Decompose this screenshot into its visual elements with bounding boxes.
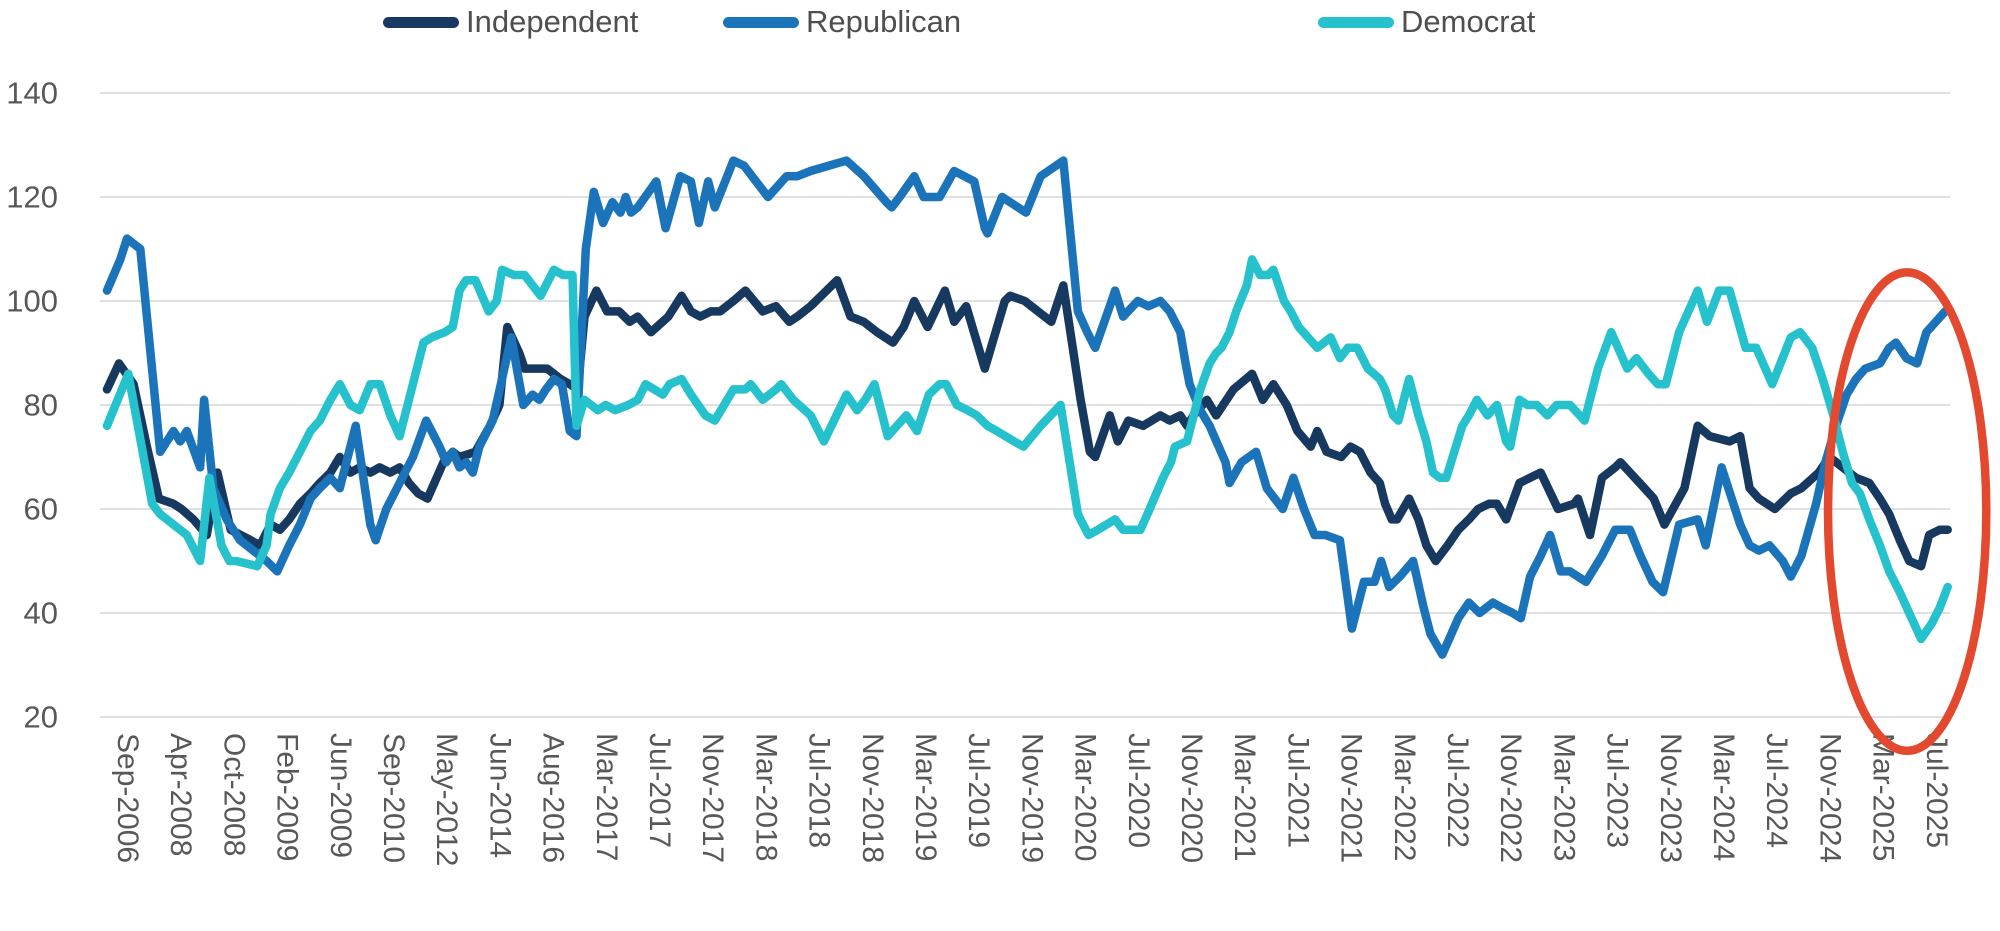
- democrat-line: [102, 255, 1952, 644]
- x-axis-tick-label: Jul-2025: [1920, 733, 1953, 848]
- x-axis-tick-label: Aug-2016: [537, 733, 570, 863]
- democrat-legend-swatch-icon: [1318, 16, 1394, 28]
- x-axis-tick-label: May-2012: [430, 733, 463, 866]
- x-axis-tick-label: Nov-2018: [856, 733, 889, 863]
- x-axis-tick-label: Feb-2009: [271, 733, 304, 861]
- republican-line: [102, 156, 1950, 659]
- x-axis-tick-label: Nov-2017: [696, 733, 729, 863]
- x-axis-tick-label: Jul-2022: [1441, 733, 1474, 848]
- independent-legend-swatch-icon: [383, 16, 459, 28]
- y-axis-tick-label: 60: [24, 492, 58, 527]
- x-axis-tick-label: Jun-2014: [483, 733, 516, 858]
- x-axis-tick-label: Mar-2023: [1547, 733, 1580, 861]
- y-axis-tick-label: 20: [24, 700, 58, 735]
- legend-item-democrat: Democrat: [1318, 4, 1535, 40]
- x-axis-tick-label: Mar-2021: [1228, 733, 1261, 861]
- republican-legend-swatch-icon: [723, 16, 799, 28]
- y-axis-tick-label: 100: [6, 284, 58, 319]
- x-axis-tick-label: Nov-2024: [1813, 733, 1846, 863]
- x-axis-tick-label: Jul-2023: [1601, 733, 1634, 848]
- x-axis-tick-label: Nov-2023: [1654, 733, 1687, 863]
- y-axis-tick-label: 120: [6, 180, 58, 215]
- legend-label: Republican: [806, 4, 962, 39]
- legend-label: Democrat: [1401, 4, 1536, 39]
- x-axis-tick-label: Nov-2019: [1015, 733, 1048, 863]
- x-axis-tick-label: Sep-2010: [377, 733, 410, 863]
- x-axis-tick-label: Jul-2024: [1760, 733, 1793, 848]
- x-axis-tick-label: Mar-2022: [1388, 733, 1421, 861]
- highlight-ellipse-annotation: [1823, 268, 1991, 756]
- x-axis-tick-label: Jun-2009: [324, 733, 357, 858]
- x-axis-tick-label: Sep-2006: [111, 733, 144, 863]
- y-axis-tick-label: 140: [6, 76, 58, 111]
- legend-label: Independent: [466, 4, 639, 39]
- x-axis-tick-label: Nov-2022: [1494, 733, 1527, 863]
- x-axis-tick-label: Jul-2017: [643, 733, 676, 848]
- y-axis-tick-label: 40: [24, 596, 58, 631]
- x-axis-tick-label: Oct-2008: [217, 733, 250, 856]
- x-axis-tick-label: Mar-2019: [909, 733, 942, 861]
- x-axis-tick-label: Jul-2019: [962, 733, 995, 848]
- x-axis-tick-label: Nov-2021: [1335, 733, 1368, 863]
- x-axis-tick-label: Jul-2020: [1122, 733, 1155, 848]
- x-axis-tick-label: Mar-2018: [749, 733, 782, 861]
- x-axis-tick-label: Mar-2017: [590, 733, 623, 861]
- legend-item-independent: Independent: [383, 4, 638, 40]
- x-axis-tick-label: Mar-2020: [1069, 733, 1102, 861]
- chart-legend: Independent Republican Democrat: [0, 0, 2000, 44]
- x-axis-tick-label: Mar-2024: [1707, 733, 1740, 861]
- x-axis-tick-label: Apr-2008: [164, 733, 197, 856]
- x-axis-tick-label: Nov-2020: [1175, 733, 1208, 863]
- x-axis-tick-label: Jul-2018: [803, 733, 836, 848]
- y-axis-tick-label: 80: [24, 388, 58, 423]
- legend-item-republican: Republican: [723, 4, 961, 40]
- x-axis-tick-label: Mar-2025: [1867, 733, 1900, 861]
- x-axis-tick-label: Jul-2021: [1281, 733, 1314, 848]
